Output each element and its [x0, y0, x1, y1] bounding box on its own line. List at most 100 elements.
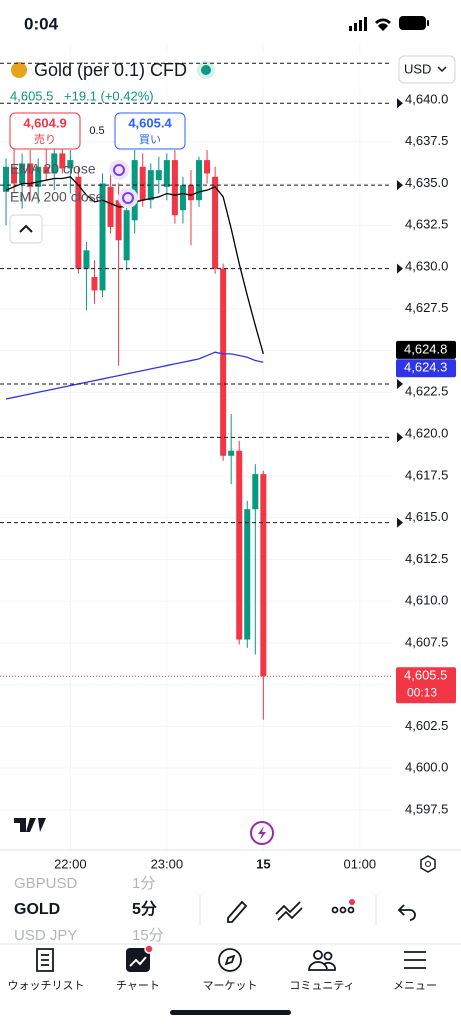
candle-body	[220, 268, 227, 456]
nav-label[interactable]: コミュニティ	[289, 980, 354, 992]
candle-body	[187, 185, 194, 201]
symbol-option[interactable]: USD JPY	[14, 927, 77, 944]
countdown: 00:13	[407, 685, 437, 699]
candle-body	[196, 160, 203, 201]
lightning	[258, 826, 266, 840]
candle-body	[11, 166, 18, 184]
buy-price[interactable]: 4,605.4	[128, 115, 172, 130]
alert-marker	[397, 517, 403, 528]
tv-logo	[14, 818, 46, 832]
undo[interactable]	[397, 904, 416, 921]
candle-body	[99, 183, 106, 291]
nav-label[interactable]: ウォッチリスト	[8, 979, 85, 992]
picker-bg	[0, 876, 461, 944]
currency-box[interactable]	[398, 55, 456, 84]
badge	[144, 944, 154, 954]
price-tag-label: 4,624.3	[404, 360, 447, 375]
candle-body	[19, 163, 26, 184]
currency[interactable]: USD	[404, 61, 431, 76]
alert-marker	[397, 378, 403, 389]
candle-body	[75, 176, 82, 269]
draw-tool[interactable]	[227, 900, 248, 923]
alert-marker	[397, 180, 403, 191]
indicator-label[interactable]: EMA 200 close	[10, 189, 104, 205]
nav-label[interactable]: マーケット	[203, 979, 258, 992]
badge	[349, 899, 355, 905]
collapse-button[interactable]	[9, 214, 43, 244]
candle-body	[228, 450, 235, 456]
alert-marker	[397, 432, 403, 443]
y-tick-label: 4,622.5	[405, 384, 448, 399]
more-tools[interactable]	[331, 906, 339, 914]
chevron	[437, 66, 447, 73]
change: +19.1 (+0.42%)	[64, 88, 154, 103]
symbol-title[interactable]: Gold (per 0.1) CFD	[34, 60, 187, 80]
market-icon[interactable]	[218, 948, 242, 972]
last-price: 4,605.5	[10, 88, 53, 103]
y-tick-label: 4,620.0	[405, 425, 448, 440]
candle-body	[131, 160, 138, 221]
y-tick-label: 4,632.5	[405, 217, 448, 232]
y-tick-label: 4,635.0	[405, 175, 448, 190]
chart-icon[interactable]	[126, 948, 150, 972]
candle-body	[155, 170, 162, 181]
sell-price[interactable]: 4,604.9	[23, 115, 66, 130]
indicator-label[interactable]: EMA 20 close	[10, 161, 96, 177]
x-tick-label: 15	[256, 856, 270, 871]
alert-marker	[397, 263, 403, 274]
spread: 0.5	[89, 125, 104, 137]
indicator-icon[interactable]	[109, 160, 129, 180]
candle-body	[59, 153, 66, 169]
interval-option[interactable]: 15分	[132, 927, 164, 944]
candle-body	[43, 166, 50, 174]
candle-body	[115, 200, 122, 241]
price-tag	[396, 667, 456, 704]
buy-label[interactable]: 買い	[139, 133, 161, 146]
nav-label[interactable]: メニュー	[393, 980, 437, 992]
candle-body	[51, 153, 58, 174]
chevron-up	[19, 224, 33, 233]
sell-button[interactable]	[9, 112, 81, 150]
y-tick-label: 4,597.5	[405, 801, 448, 816]
interval-selected[interactable]: 5分	[132, 900, 157, 918]
toolbar	[227, 900, 416, 923]
candle-body	[236, 450, 243, 640]
y-tick-label: 4,640.0	[405, 91, 448, 106]
settings[interactable]	[420, 855, 436, 873]
candle-body	[3, 166, 10, 192]
candle-body	[107, 186, 114, 227]
candle-body	[83, 250, 90, 269]
sell-label[interactable]: 売り	[34, 133, 56, 146]
price-tag	[396, 340, 456, 359]
candle-body	[179, 185, 186, 211]
buy-button[interactable]	[114, 112, 186, 150]
watchlist-icon[interactable]	[36, 948, 54, 972]
y-tick-label: 4,610.0	[405, 593, 448, 608]
candle-body	[252, 474, 259, 510]
trend-tool[interactable]	[275, 901, 303, 921]
x-tick-label: 23:00	[151, 856, 184, 871]
y-tick-label: 4,602.5	[405, 718, 448, 733]
candle-body	[67, 160, 74, 169]
symbol-selected[interactable]: GOLD	[14, 901, 60, 918]
nav-label[interactable]: チャート	[116, 979, 160, 992]
menu-icon[interactable]	[404, 951, 426, 969]
candle-body	[91, 277, 98, 291]
y-tick-label: 4,600.0	[405, 760, 448, 775]
indicator-icon[interactable]	[118, 188, 138, 208]
y-tick-label: 4,607.5	[405, 634, 448, 649]
status-icons	[349, 16, 429, 31]
market-dot	[201, 65, 211, 75]
symbol-option[interactable]: GBPUSD	[14, 875, 78, 892]
candle-body	[35, 166, 42, 187]
header-bg	[0, 52, 392, 88]
y-tick-label: 4,612.5	[405, 551, 448, 566]
y-tick-label: 4,617.5	[405, 467, 448, 482]
candle-body	[171, 160, 178, 216]
candle-body	[139, 166, 146, 201]
interval-option[interactable]: 1分	[132, 875, 155, 892]
community-icon[interactable]	[313, 950, 323, 960]
chart-icon-line	[129, 956, 147, 967]
home-indicator	[170, 1010, 291, 1015]
